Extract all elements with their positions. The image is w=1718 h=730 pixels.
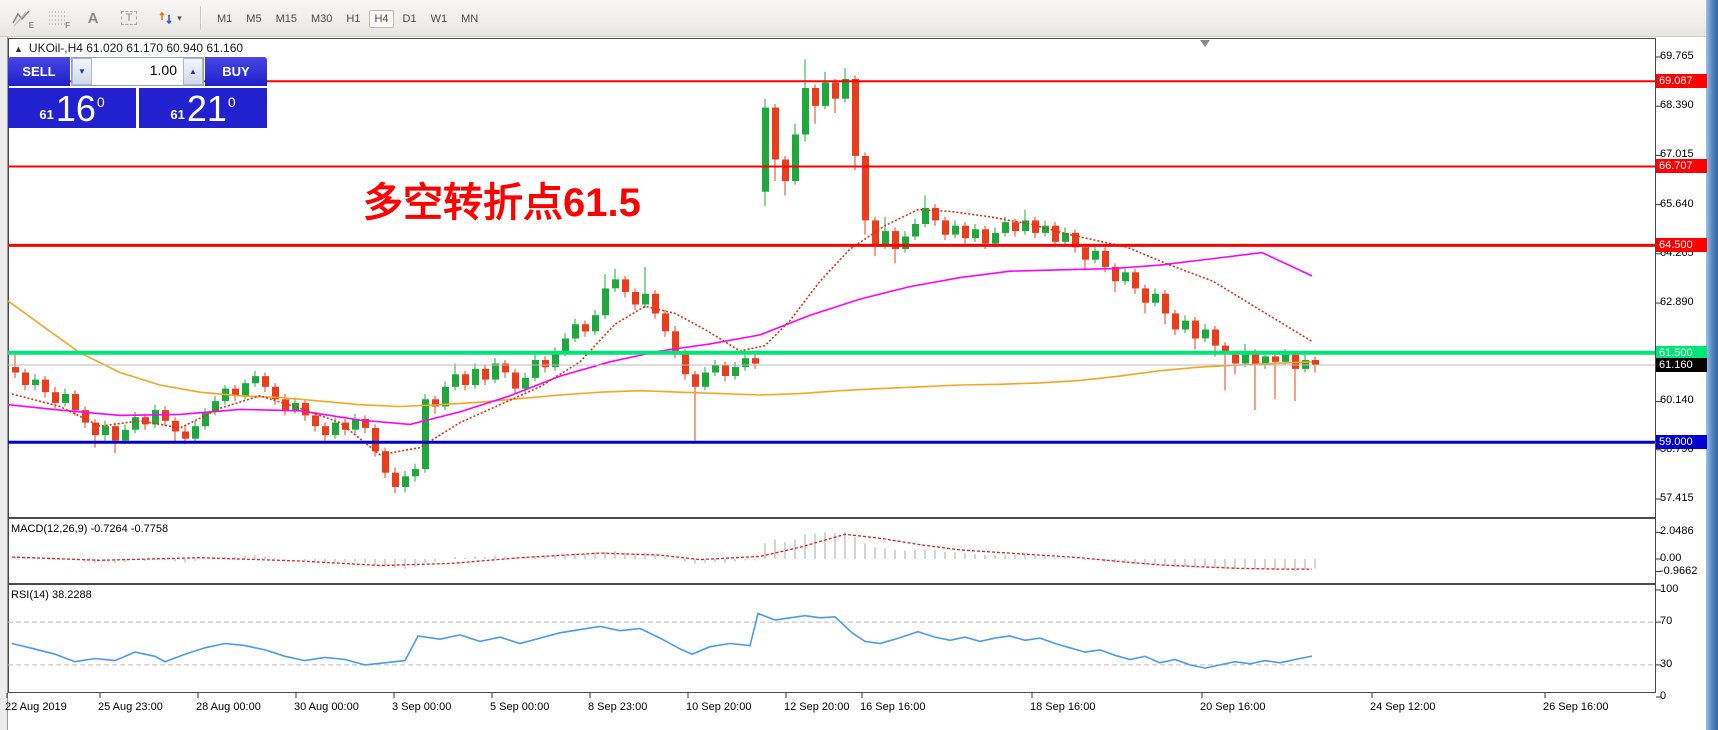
timeframe-button-D1[interactable]: D1 [402, 13, 417, 25]
time-axis-label: 8 Sep 23:00 [588, 701, 648, 713]
indicator-editor-icon[interactable]: E [6, 5, 36, 31]
buy-button[interactable]: BUY [205, 57, 267, 86]
price-badge: 66.707 [1656, 159, 1707, 174]
price-badge: 59.000 [1656, 435, 1707, 450]
macd-panel[interactable] [8, 518, 1656, 584]
macd-tick-label: -0.9662 [1660, 564, 1698, 577]
timeframe-button-H1[interactable]: H1 [346, 13, 361, 25]
time-axis-label: 26 Sep 16:00 [1543, 701, 1609, 713]
symbol-ohlc-text: UKOil-,H4 61.020 61.170 60.940 61.160 [28, 41, 244, 55]
macd-tick-label: 2.0486 [1660, 525, 1694, 538]
rsi-panel[interactable] [8, 584, 1656, 693]
time-axis [8, 693, 1706, 730]
time-axis-label: 10 Sep 20:00 [686, 701, 752, 713]
symbol-ohlc-line: ▲ UKOil-,H4 61.020 61.170 60.940 61.160 [14, 41, 243, 55]
price-badge: 64.500 [1656, 238, 1707, 253]
toolbar-separator [200, 6, 202, 30]
window-left-edge [0, 37, 8, 730]
time-axis-label: 3 Sep 00:00 [392, 701, 452, 713]
sell-button[interactable]: SELL [8, 57, 70, 86]
toolbar: E F A T ▾ M1 M5 M15 M30 H1 H4 D1 W1 MN [0, 0, 1706, 37]
price-tick-label: 60.140 [1660, 394, 1694, 407]
volume-down-button[interactable]: ▼ [72, 58, 92, 85]
time-axis-label: 24 Sep 12:00 [1370, 701, 1436, 713]
rsi-tick-label: 70 [1660, 615, 1673, 628]
ask-price-display[interactable]: 61 21 0 [139, 88, 267, 128]
timeframe-button-W1[interactable]: W1 [430, 13, 448, 25]
price-badge: 61.500 [1656, 345, 1707, 360]
timeframe-button-MN[interactable]: MN [461, 13, 479, 25]
time-axis-label: 28 Aug 00:00 [196, 701, 261, 713]
price-tick-label: 69.765 [1660, 50, 1694, 62]
bid-price-display[interactable]: 61 16 0 [8, 88, 136, 128]
volume-up-button[interactable]: ▲ [183, 58, 203, 85]
text-label-icon[interactable]: A [87, 9, 99, 27]
window-right-edge [1706, 0, 1718, 730]
price-tick-label: 67.015 [1660, 148, 1694, 161]
price-badge: 61.160 [1656, 357, 1707, 372]
timeframe-button-M1[interactable]: M1 [217, 13, 233, 25]
rsi-tick-label: 0 [1660, 690, 1667, 702]
one-click-trading-panel: SELL ▼ 1.00 ▲ BUY 61 16 0 61 21 0 [8, 57, 267, 128]
rsi-tick-label: 100 [1660, 583, 1679, 595]
timeframe-button-M30[interactable]: M30 [310, 13, 333, 25]
macd-indicator-label: MACD(12,26,9) -0.7264 -0.7758 [11, 523, 169, 535]
macd-tick-label: 0.00 [1660, 552, 1682, 564]
chevron-down-icon: ▾ [177, 12, 182, 23]
time-axis-label: 30 Aug 00:00 [294, 701, 359, 713]
timeframe-group: M1 M5 M15 M30 H1 H4 D1 W1 MN [210, 9, 485, 28]
price-badge: 69.087 [1656, 74, 1707, 89]
price-divider [136, 88, 139, 128]
price-tick-label: 62.890 [1660, 296, 1694, 309]
chart-annotation-text: 多空转折点61.5 [363, 181, 641, 225]
time-axis-label: 22 Aug 2019 [5, 701, 67, 713]
price-tick-label: 68.390 [1660, 99, 1694, 112]
grid-pattern-icon[interactable]: F [49, 11, 70, 30]
time-axis-label: 16 Sep 16:00 [860, 701, 926, 713]
price-tick-label: 57.415 [1660, 492, 1694, 504]
time-axis-label: 20 Sep 16:00 [1200, 701, 1266, 713]
rsi-indicator-label: RSI(14) 38.2288 [11, 589, 92, 601]
time-axis-label: 12 Sep 20:00 [784, 701, 850, 713]
volume-input[interactable]: 1.00 [92, 58, 183, 85]
timeframe-button-M15[interactable]: M15 [275, 13, 297, 25]
arrange-arrows-icon[interactable]: ▾ [150, 5, 190, 31]
time-axis-label: 18 Sep 16:00 [1030, 701, 1096, 713]
time-axis-label: 5 Sep 00:00 [490, 701, 550, 713]
collapse-panel-icon[interactable]: ▲ [14, 44, 23, 54]
timeframe-button-H4[interactable]: H4 [369, 10, 394, 28]
volume-spinner: ▼ 1.00 ▲ [71, 57, 204, 86]
price-tick-label: 65.640 [1660, 197, 1694, 210]
time-axis-label: 25 Aug 23:00 [98, 701, 163, 713]
timeframe-button-M5[interactable]: M5 [246, 13, 262, 25]
text-box-icon[interactable]: T [114, 5, 144, 31]
rsi-tick-label: 30 [1660, 657, 1673, 670]
